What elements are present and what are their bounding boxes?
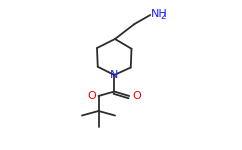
Text: 2: 2 bbox=[161, 12, 166, 21]
Text: O: O bbox=[132, 91, 141, 101]
Text: O: O bbox=[87, 91, 96, 101]
Text: NH: NH bbox=[151, 9, 168, 19]
Text: N: N bbox=[110, 70, 118, 80]
